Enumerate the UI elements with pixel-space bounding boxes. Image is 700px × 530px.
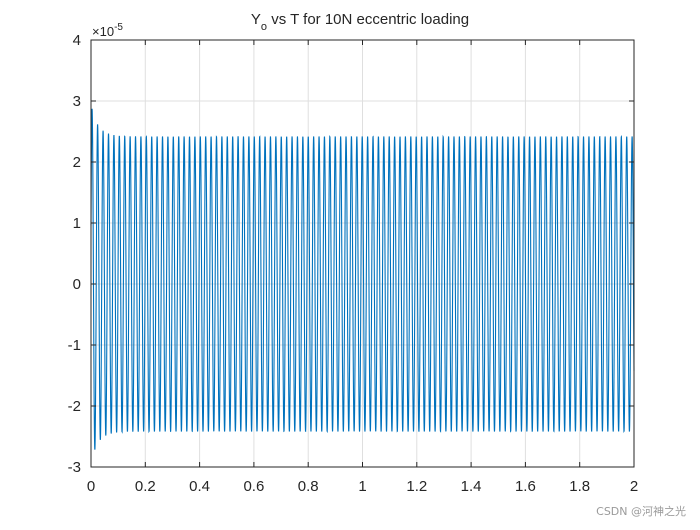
y-tick-label: 2 (73, 154, 81, 171)
y-tick-label: 4 (73, 32, 81, 49)
x-tick-label: 1 (358, 478, 366, 495)
chart-title: Yo vs T for 10N eccentric loading (251, 11, 469, 33)
x-tick-labels: 0 0.2 0.4 0.6 0.8 1 1.2 1.4 1.6 1.8 2 (87, 478, 638, 495)
chart-title-main: Y (251, 11, 261, 28)
x-tick-label: 0.6 (243, 478, 264, 495)
y-tick-label: 1 (73, 215, 81, 232)
y-tick-label: 0 (73, 276, 81, 293)
series-line-0 (90, 108, 635, 450)
x-tick-label: 1.6 (515, 478, 536, 495)
chart-title-subscript: o (261, 21, 267, 33)
chart-title-rest: vs T for 10N eccentric loading (267, 11, 469, 28)
x-tick-label: 2 (630, 478, 638, 495)
y-axis-multiplier-exponent: -5 (114, 22, 123, 33)
x-tick-label: 0.2 (135, 478, 156, 495)
x-tick-label: 1.2 (406, 478, 427, 495)
x-tick-label: 0.4 (189, 478, 210, 495)
watermark: CSDN @河神之光 (596, 505, 686, 518)
x-tick-label: 1.4 (461, 478, 482, 495)
y-axis-multiplier: ×10-5 (92, 22, 123, 39)
y-tick-label: -2 (68, 398, 81, 415)
y-tick-label: -3 (68, 459, 81, 476)
axes (90, 39, 635, 468)
x-tick-label: 1.8 (569, 478, 590, 495)
y-axis-multiplier-base: ×10 (92, 24, 114, 39)
x-tick-label: 0.8 (298, 478, 319, 495)
y-tick-labels: -3 -2 -1 0 1 2 3 4 (68, 32, 81, 476)
y-tick-label: 3 (73, 93, 81, 110)
x-tick-label: 0 (87, 478, 95, 495)
y-tick-label: -1 (68, 337, 81, 354)
series-layer (90, 108, 635, 450)
